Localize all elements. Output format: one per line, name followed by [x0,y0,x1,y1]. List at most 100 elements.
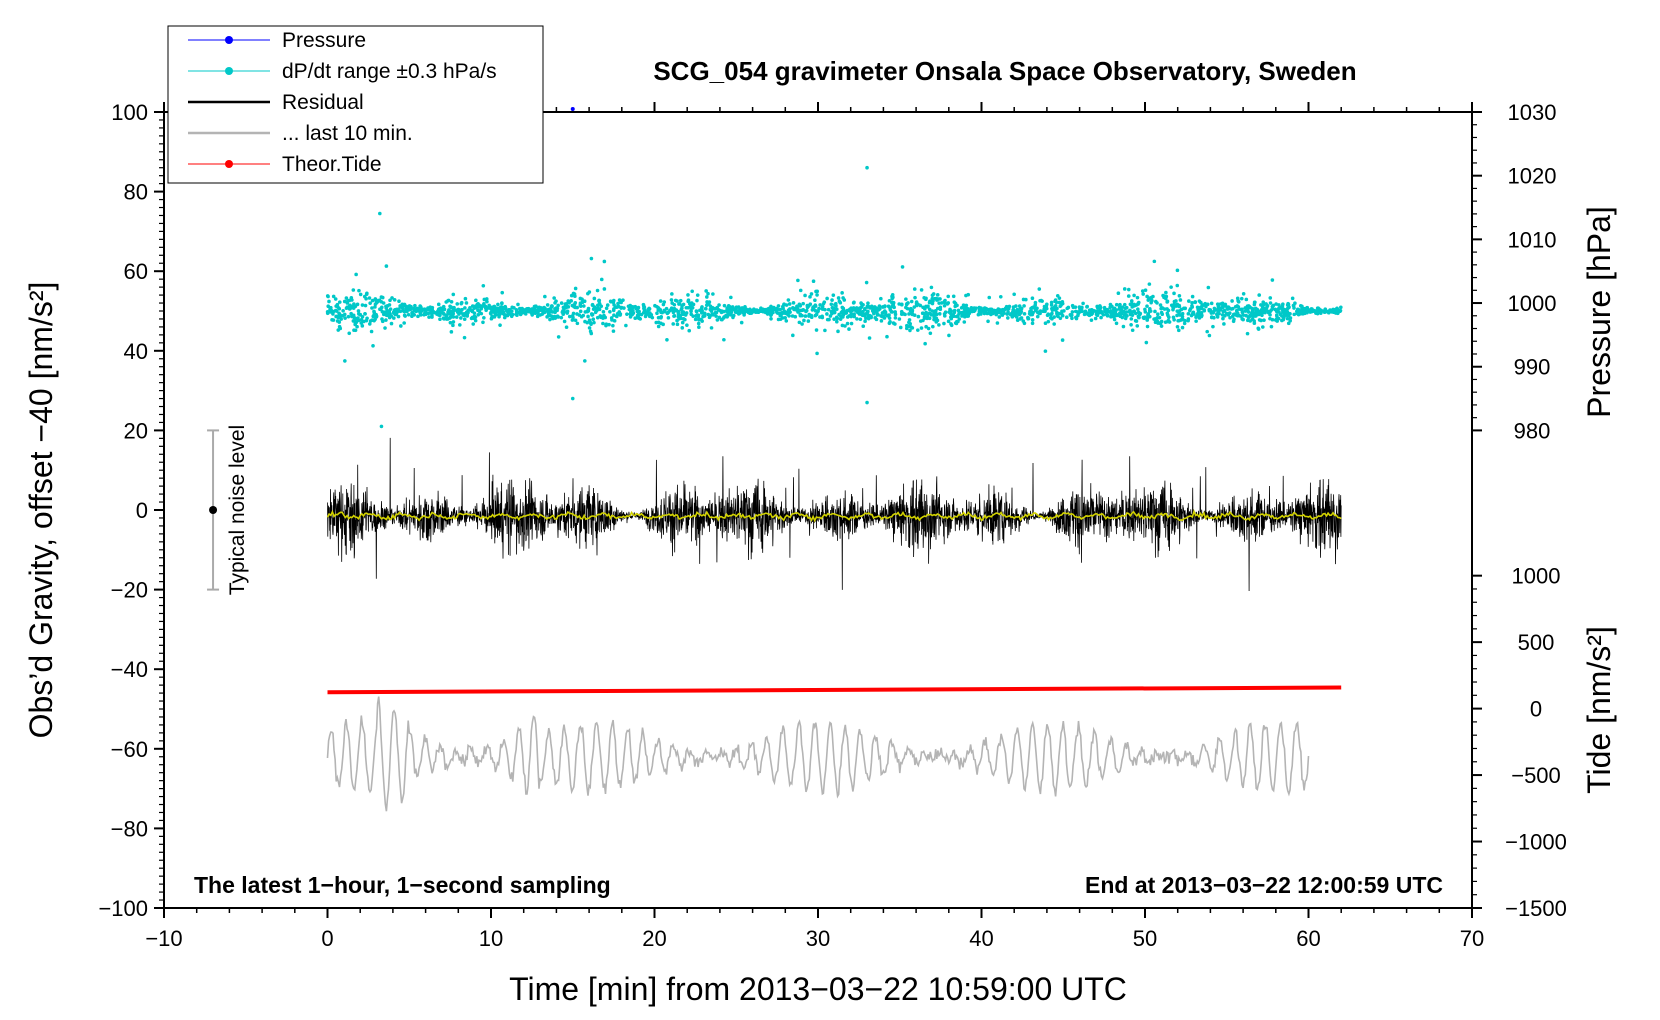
dpdt-point [437,307,442,311]
sampling-note: The latest 1−hour, 1−second sampling [194,872,611,898]
dpdt-point [1268,296,1273,300]
dpdt-point [994,308,999,313]
dpdt-point [693,317,698,322]
dpdt-point [588,329,593,334]
dpdt-point [1260,305,1265,309]
dpdt-point [1007,304,1012,309]
dpdt-point [1175,309,1180,313]
dpdt-point [687,328,692,333]
dpdt-point [550,314,554,319]
dpdt-point [604,323,608,328]
dpdt-point [867,313,872,318]
dpdt-point [1132,304,1137,308]
dpdt-point [1211,324,1215,329]
dpdt-point [1066,305,1071,310]
dpdt-point [1123,306,1128,311]
dpdt-point [1123,316,1128,321]
dpdt-point [851,301,856,305]
dpdt-point [1133,311,1138,316]
dpdt-point [1035,314,1040,319]
dpdt-point [1261,310,1266,315]
dpdt-point [1193,300,1198,305]
dpdt-point [462,317,467,321]
dpdt-point [1128,302,1133,307]
dpdt-point [875,310,879,314]
dpdt-point [1127,309,1131,314]
dpdt-point [388,298,392,303]
dpdt-point [930,309,935,313]
dpdt-point [1111,314,1116,319]
dpdt-point [1031,305,1036,310]
dpdt-point [616,301,620,306]
x-tick-label: 30 [806,926,830,951]
dpdt-point [1081,301,1085,306]
dpdt-point [1050,308,1055,312]
dpdt-point [1099,315,1103,320]
y-tick-label: 0 [136,498,148,523]
dpdt-point [914,300,919,304]
dpdt-point [814,328,819,332]
dpdt-point [930,301,935,306]
dpdt-point [365,316,369,321]
dpdt-point [733,310,738,314]
dpdt-point [370,306,374,310]
dpdt-point [1064,315,1069,320]
dpdt-point [1145,304,1149,308]
dpdt-point [1252,321,1257,326]
dpdt-point [858,306,862,310]
pressure-tick-label: 980 [1514,418,1551,443]
dpdt-point [831,308,836,313]
dpdt-point [775,310,779,315]
dpdt-point [769,316,773,321]
dpdt-point [360,303,365,307]
tide-tick-label: 1000 [1512,564,1561,589]
dpdt-point [1152,259,1157,264]
dpdt-point [918,319,923,323]
dpdt-point [1077,305,1082,309]
dpdt-point [591,317,596,322]
dpdt-point [338,314,342,318]
dpdt-point [1055,313,1060,318]
dpdt-point [353,320,358,324]
dpdt-point [1256,327,1261,331]
dpdt-point [916,314,921,319]
dpdt-point [346,314,351,319]
dpdt-point [701,314,705,319]
dpdt-point [1030,296,1035,300]
dpdt-point [714,314,718,318]
legend-label: Pressure [282,29,366,52]
dpdt-point [1277,303,1281,307]
dpdt-point [1157,315,1162,320]
dpdt-point [354,272,358,277]
dpdt-point [1070,316,1074,321]
dpdt-point [363,303,368,308]
dpdt-point [677,302,681,306]
dpdt-point [608,309,612,314]
dpdt-point [429,306,434,310]
dpdt-point [1312,308,1317,313]
dpdt-point [943,310,948,315]
dpdt-point [742,313,746,317]
dpdt-point [1245,307,1250,312]
dpdt-point [562,305,567,309]
dpdt-point [564,325,569,329]
dpdt-point [578,304,583,308]
y-tick-label: −40 [111,657,148,682]
dpdt-point [845,321,850,326]
dpdt-point [883,304,887,308]
dpdt-point [571,315,575,320]
dpdt-point [1215,315,1220,319]
dpdt-point [1269,324,1274,329]
dpdt-point [356,309,361,313]
dpdt-point [583,310,588,314]
dpdt-point [397,299,401,304]
dpdt-point [1019,316,1024,320]
dpdt-point [427,315,431,319]
dpdt-point [1137,312,1142,317]
dpdt-point [458,308,462,313]
dpdt-point [913,295,917,300]
dpdt-point [510,305,515,310]
dpdt-point [916,328,920,332]
dpdt-point [935,318,940,323]
dpdt-point [1144,340,1149,345]
